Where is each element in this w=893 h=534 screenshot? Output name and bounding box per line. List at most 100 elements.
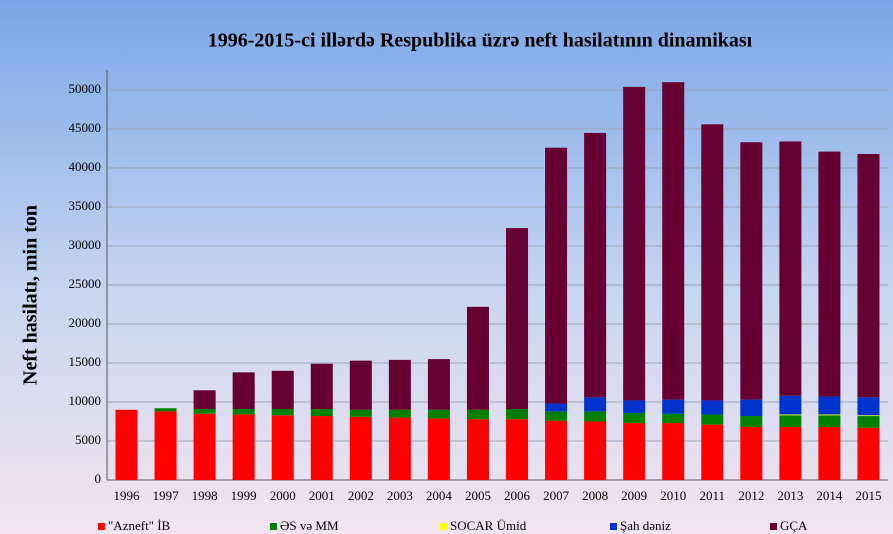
legend-label: SOCAR Ümid bbox=[450, 518, 527, 533]
x-tick-label: 2007 bbox=[543, 488, 570, 503]
bar-segment bbox=[857, 397, 880, 416]
y-tick-label: 20000 bbox=[69, 315, 102, 330]
bar-segment bbox=[310, 416, 333, 480]
bar-segment bbox=[466, 306, 489, 410]
y-axis-label: Neft hasilatı, min ton bbox=[20, 205, 42, 385]
bar-segment bbox=[349, 409, 372, 417]
legend-label: "Azneft" İB bbox=[108, 518, 171, 533]
bar-segment bbox=[466, 419, 489, 480]
legend-swatch bbox=[440, 523, 447, 530]
y-tick-label: 30000 bbox=[69, 237, 102, 252]
bar-segment bbox=[818, 415, 841, 427]
y-tick-label: 0 bbox=[95, 471, 102, 486]
bar-segment bbox=[506, 409, 529, 420]
y-tick-label: 50000 bbox=[69, 81, 102, 96]
bar-segment bbox=[818, 426, 841, 480]
bar-segment bbox=[779, 426, 802, 480]
x-tick-label: 2008 bbox=[582, 488, 608, 503]
legend-label: GÇA bbox=[780, 518, 808, 533]
chart-title: 1996-2015-ci illərdə Respublika üzrə nef… bbox=[208, 30, 753, 52]
bar-segment bbox=[701, 414, 724, 425]
bar-segment bbox=[193, 409, 216, 414]
bar-segment bbox=[310, 363, 333, 410]
x-tick-label: 1999 bbox=[231, 488, 257, 503]
bar-segment bbox=[388, 359, 411, 410]
bar-segment bbox=[154, 408, 177, 412]
bar-segment bbox=[271, 409, 294, 416]
x-tick-label: 2011 bbox=[700, 488, 726, 503]
bar-segment bbox=[584, 421, 607, 480]
y-tick-label: 40000 bbox=[69, 159, 102, 174]
x-tick-label: 2002 bbox=[348, 488, 374, 503]
x-tick-label: 1996 bbox=[114, 488, 141, 503]
bar-segment bbox=[584, 132, 607, 398]
bar-segment bbox=[701, 400, 724, 415]
x-tick-label: 2000 bbox=[270, 488, 296, 503]
legend-label: ƏS və MM bbox=[280, 518, 339, 533]
bar-segment bbox=[232, 414, 255, 480]
y-tick-label: 45000 bbox=[69, 120, 102, 135]
bar-segment bbox=[545, 411, 568, 421]
bar-segment bbox=[740, 426, 763, 480]
x-tick-label: 1998 bbox=[192, 488, 218, 503]
x-tick-label: 2015 bbox=[855, 488, 881, 503]
x-tick-label: 1997 bbox=[153, 488, 180, 503]
bar-segment bbox=[857, 427, 880, 480]
bar-segment bbox=[701, 424, 724, 480]
x-tick-label: 2012 bbox=[738, 488, 764, 503]
bar-segment bbox=[740, 416, 763, 427]
bar-segment bbox=[701, 124, 724, 401]
legend-swatch bbox=[610, 523, 617, 530]
bar-segment bbox=[857, 415, 880, 417]
bar-segment bbox=[154, 411, 177, 480]
x-tick-label: 2005 bbox=[465, 488, 491, 503]
bar-segment bbox=[545, 403, 568, 412]
bar-segment bbox=[349, 416, 372, 480]
legend-swatch bbox=[270, 523, 277, 530]
bar-segment bbox=[857, 153, 880, 398]
bar-segment bbox=[584, 411, 607, 422]
bar-segment bbox=[623, 86, 646, 401]
y-tick-label: 5000 bbox=[75, 432, 101, 447]
bar-segment bbox=[545, 147, 568, 404]
bar-segment bbox=[388, 409, 411, 418]
x-tick-label: 2004 bbox=[426, 488, 453, 503]
bar-segment bbox=[662, 399, 685, 414]
bar-segment bbox=[857, 416, 880, 428]
bar-segment bbox=[779, 414, 802, 416]
x-tick-label: 2001 bbox=[309, 488, 335, 503]
bar-segment bbox=[545, 420, 568, 480]
bar-segment bbox=[388, 417, 411, 480]
bar-segment bbox=[818, 151, 841, 397]
x-tick-label: 2014 bbox=[816, 488, 843, 503]
bar-segment bbox=[232, 372, 255, 410]
bar-segment bbox=[232, 409, 255, 415]
bar-segment bbox=[193, 390, 216, 410]
bar-segment bbox=[623, 400, 646, 413]
x-tick-label: 2009 bbox=[621, 488, 647, 503]
x-tick-label: 2006 bbox=[504, 488, 531, 503]
bar-segment bbox=[310, 409, 333, 417]
bar-segment bbox=[427, 409, 450, 419]
bar-segment bbox=[818, 396, 841, 415]
legend-swatch bbox=[98, 523, 105, 530]
bar-segment bbox=[779, 141, 802, 396]
bar-segment bbox=[427, 359, 450, 410]
bar-segment bbox=[193, 413, 216, 480]
y-tick-label: 35000 bbox=[69, 198, 102, 213]
legend-swatch bbox=[770, 523, 777, 530]
bar-segment bbox=[779, 415, 802, 427]
bar-segment bbox=[427, 418, 450, 480]
bar-segment bbox=[623, 412, 646, 424]
bar-segment bbox=[506, 419, 529, 480]
bar-segment bbox=[349, 360, 372, 410]
legend-label: Şah dəniz bbox=[620, 518, 671, 533]
bar-segment bbox=[779, 395, 802, 415]
y-tick-label: 15000 bbox=[69, 354, 102, 369]
bar-segment bbox=[662, 423, 685, 480]
bar-segment bbox=[115, 409, 138, 480]
bar-segment bbox=[740, 142, 763, 400]
x-tick-label: 2003 bbox=[387, 488, 413, 503]
x-tick-label: 2010 bbox=[660, 488, 686, 503]
